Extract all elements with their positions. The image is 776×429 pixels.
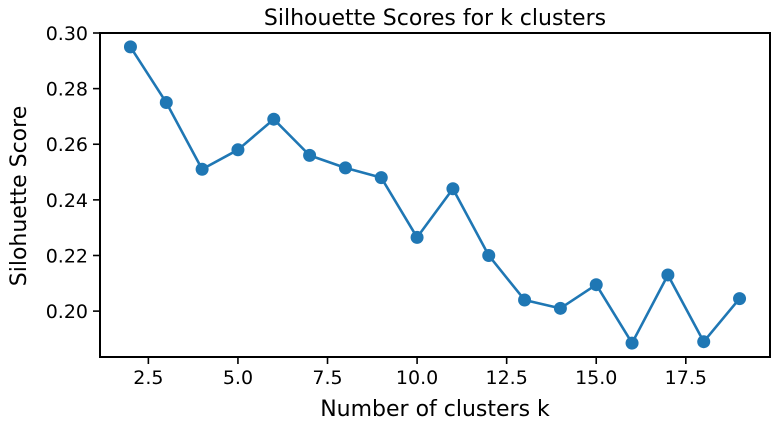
y-tick-label: 0.28 xyxy=(46,79,88,101)
data-point xyxy=(159,96,173,110)
data-point xyxy=(553,301,567,315)
x-tick-label: 17.5 xyxy=(665,367,707,389)
x-axis-label: Number of clusters k xyxy=(320,397,550,422)
x-tick-label: 7.5 xyxy=(312,367,342,389)
y-tick-label: 0.24 xyxy=(46,190,88,212)
series-line xyxy=(129,46,741,345)
data-point xyxy=(446,182,460,196)
x-tick-label: 2.5 xyxy=(133,367,163,389)
plot-area: 2.5 5.0 7.5 10.0 12.5 15.0 17.5 0.20 0.22 0.24 0.2… xyxy=(46,23,771,389)
data-point xyxy=(267,112,281,126)
y-axis-label: Silohuette Score xyxy=(7,106,32,286)
x-tick-label: 12.5 xyxy=(486,367,528,389)
y-tick-label: 0.20 xyxy=(46,301,88,323)
data-point xyxy=(338,161,352,175)
x-tick-label: 5.0 xyxy=(223,367,253,389)
data-point xyxy=(195,162,209,176)
plot-frame xyxy=(99,32,771,358)
data-point xyxy=(697,335,711,349)
data-point xyxy=(482,248,496,262)
data-point xyxy=(231,143,245,157)
y-tick-label: 0.30 xyxy=(46,23,88,45)
data-point xyxy=(518,293,532,307)
data-point xyxy=(303,148,317,162)
y-tick-label: 0.22 xyxy=(46,245,88,267)
y-tick-label: 0.26 xyxy=(46,134,88,156)
chart-title: Silhouette Scores for k clusters xyxy=(264,6,606,31)
data-point xyxy=(123,40,137,54)
x-tick-label: 10.0 xyxy=(396,367,438,389)
data-point xyxy=(410,230,424,244)
x-tick-label: 15.0 xyxy=(575,367,617,389)
data-point xyxy=(625,336,639,350)
data-point xyxy=(661,268,675,282)
data-point xyxy=(589,278,603,292)
data-point xyxy=(374,171,388,185)
data-point xyxy=(733,292,747,306)
